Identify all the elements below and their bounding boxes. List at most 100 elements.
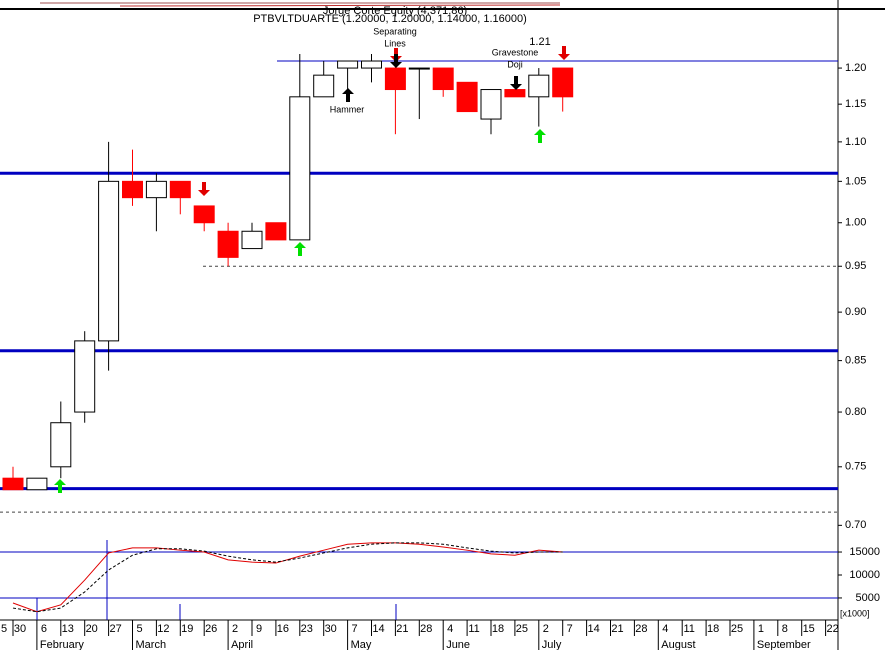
- candle-body: [122, 180, 143, 199]
- candle-body: [145, 180, 167, 199]
- annotation: Separating: [373, 26, 417, 36]
- x-tick-label: 25: [516, 623, 528, 635]
- month-label: August: [661, 639, 695, 650]
- indicator-line: [12, 542, 563, 613]
- x-tick-label: 7: [352, 623, 358, 635]
- candle-body: [98, 180, 120, 342]
- unit-label: [x1000]: [840, 608, 870, 618]
- candle-body: [169, 180, 191, 199]
- x-tick-label: 30: [325, 623, 337, 635]
- x-tick-label: 23: [301, 623, 313, 635]
- y2-tick-label: 10000: [849, 569, 880, 581]
- x-tick-label: 11: [683, 623, 694, 635]
- top-decoration: [119, 4, 561, 7]
- x-tick-label: 16: [277, 623, 289, 635]
- candle-body: [552, 67, 574, 98]
- candle-body: [217, 230, 239, 258]
- y-tick-label: 1.20: [845, 62, 866, 74]
- arrow: [510, 76, 522, 90]
- annotation: Hammer: [330, 104, 365, 114]
- month-label: February: [40, 639, 85, 650]
- y-tick-label: 1.05: [845, 175, 866, 187]
- annotation: 1.21: [529, 36, 550, 48]
- x-tick-label: 13: [62, 623, 74, 635]
- x-tick-label: 21: [396, 623, 408, 635]
- y2-tick-label: 15000: [849, 546, 880, 558]
- candle-body: [50, 422, 72, 468]
- x-tick-label: 4: [662, 623, 668, 635]
- x-tick-label: 25: [731, 623, 743, 635]
- y2-tick-label: 5000: [856, 592, 880, 604]
- arrow: [342, 88, 354, 102]
- x-tick-label: 27: [109, 623, 121, 635]
- chart-subtitle: PTBVLTDUARTE (1.20000, 1.20000, 1.14000,…: [253, 13, 527, 25]
- arrow: [294, 242, 306, 256]
- annotation: Lines: [384, 38, 406, 48]
- x-tick-label: 14: [372, 623, 384, 635]
- x-tick-label: 18: [707, 623, 719, 635]
- x-tick-label: 20: [86, 623, 98, 635]
- candle-body: [26, 477, 48, 491]
- annotation: Doji: [507, 59, 523, 69]
- x-tick-label: 5: [1, 623, 7, 635]
- month-label: June: [446, 639, 470, 650]
- month-label: July: [542, 639, 562, 650]
- x-tick-label: 11: [468, 623, 479, 635]
- x-tick-label: 6: [41, 623, 47, 635]
- y-tick-label: 0.90: [845, 306, 866, 318]
- candle-body: [528, 74, 550, 98]
- month-label: April: [231, 639, 253, 650]
- x-tick-label: 30: [14, 623, 26, 635]
- arrow: [558, 46, 570, 60]
- month-label: March: [136, 639, 167, 650]
- x-tick-label: 4: [447, 623, 453, 635]
- candle-body: [432, 67, 454, 91]
- candle-body: [480, 89, 502, 120]
- candle-body: [337, 60, 359, 69]
- candle-body: [289, 96, 311, 241]
- x-tick-label: 19: [181, 623, 193, 635]
- y-tick-label: 0.75: [845, 461, 866, 473]
- month-label: September: [757, 639, 811, 650]
- candle-body: [2, 477, 24, 491]
- x-tick-label: 9: [256, 623, 262, 635]
- candle-body: [384, 67, 406, 91]
- chart-title: Jorge Corte Equity (4,371.86): [323, 5, 467, 17]
- candle-body: [193, 205, 215, 224]
- arrow: [198, 182, 210, 196]
- x-tick-label: 2: [232, 623, 238, 635]
- x-tick-label: 7: [567, 623, 573, 635]
- month-label: May: [351, 639, 372, 650]
- x-tick-label: 12: [157, 623, 169, 635]
- x-tick-label: 21: [611, 623, 623, 635]
- x-tick-label: 8: [782, 623, 788, 635]
- x-tick-label: 5: [136, 623, 142, 635]
- y-tick-label: 1.10: [845, 136, 866, 148]
- candle-body: [504, 89, 526, 98]
- arrow: [54, 479, 66, 493]
- x-tick-label: 15: [803, 623, 815, 635]
- x-tick-label: 1: [758, 623, 764, 635]
- y-tick-label: 0.95: [845, 260, 866, 272]
- y-tick-label: 0.70: [845, 519, 866, 531]
- annotation: Gravestone: [492, 47, 539, 57]
- y-tick-label: 0.80: [845, 406, 866, 418]
- x-tick-label: 28: [635, 623, 647, 635]
- candle-body: [408, 67, 430, 70]
- candle-body: [74, 340, 96, 413]
- x-tick-label: 26: [205, 623, 217, 635]
- candle-body: [241, 230, 263, 250]
- y-tick-label: 1.00: [845, 217, 866, 229]
- y-tick-label: 1.15: [845, 98, 866, 110]
- x-tick-label: 2: [543, 623, 549, 635]
- candle-body: [265, 222, 287, 241]
- arrow: [534, 129, 546, 143]
- candle-body: [456, 81, 478, 113]
- x-tick-label: 28: [420, 623, 432, 635]
- y-tick-label: 0.85: [845, 355, 866, 367]
- arrow: [390, 54, 402, 68]
- candle-body: [361, 60, 382, 69]
- candle-body: [313, 74, 335, 98]
